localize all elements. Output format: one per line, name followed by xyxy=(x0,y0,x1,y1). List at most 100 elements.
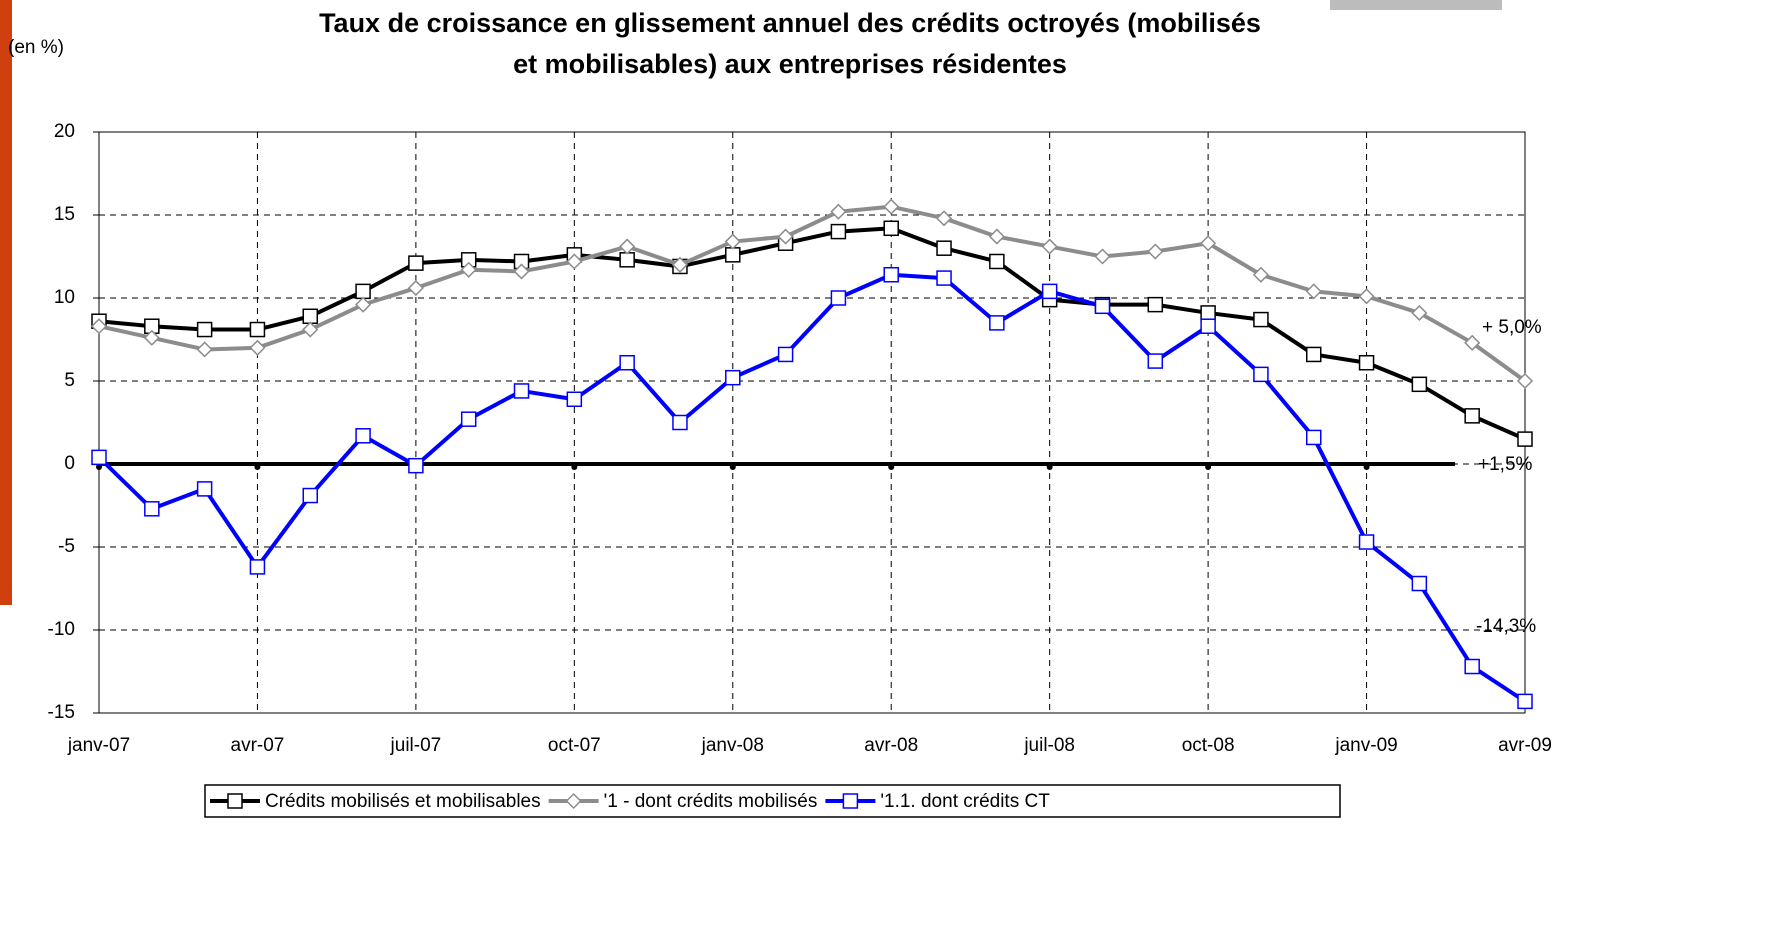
legend-label: Crédits mobilisés et mobilisables xyxy=(265,791,541,812)
marker xyxy=(1200,318,1216,334)
marker xyxy=(725,247,741,263)
marker xyxy=(1094,248,1111,265)
marker xyxy=(1094,298,1111,315)
marker xyxy=(1411,376,1428,393)
marker xyxy=(1464,658,1480,675)
x-tick-label: avr-09 xyxy=(1498,735,1552,756)
marker xyxy=(671,256,689,273)
series-line xyxy=(98,226,1526,441)
marker xyxy=(1305,283,1322,300)
marker xyxy=(989,315,1005,331)
marker xyxy=(1464,408,1480,424)
marker xyxy=(355,296,372,313)
x-tick-label: avr-08 xyxy=(864,735,918,756)
marker xyxy=(1147,353,1164,369)
marker xyxy=(196,321,213,338)
marker xyxy=(1358,534,1375,550)
axis-dot xyxy=(729,464,736,470)
marker xyxy=(1305,429,1322,446)
axis-dot xyxy=(1363,464,1370,470)
marker xyxy=(1516,372,1534,390)
y-tick-label: 15 xyxy=(54,204,75,225)
x-tick-label: juil-07 xyxy=(390,735,442,756)
x-tick-label: juil-08 xyxy=(1023,735,1075,756)
legend-marker xyxy=(842,793,859,809)
axis-dot xyxy=(254,464,261,470)
x-tick-label: janv-07 xyxy=(67,735,130,756)
marker xyxy=(196,481,213,497)
annotation: + 5,0% xyxy=(1482,317,1542,338)
marker xyxy=(1200,305,1216,321)
marker xyxy=(777,228,794,245)
x-tick-label: avr-07 xyxy=(231,735,285,756)
x-tick-label: oct-08 xyxy=(1182,735,1235,756)
marker xyxy=(91,449,107,466)
annotation: -14,3% xyxy=(1476,616,1536,637)
legend-marker xyxy=(565,792,582,810)
y-tick-label: 5 xyxy=(64,370,75,391)
marker xyxy=(249,321,266,338)
series-line xyxy=(97,272,1527,704)
marker xyxy=(302,308,319,325)
marker xyxy=(143,329,160,346)
marker xyxy=(936,270,952,286)
marker xyxy=(144,501,160,517)
chart-title: Taux de croissance en glissement annuel … xyxy=(319,8,1261,38)
legend-label: '1.1. dont crédits CT xyxy=(880,791,1050,812)
marker xyxy=(1305,346,1322,363)
marker xyxy=(883,198,900,215)
marker xyxy=(1041,238,1058,255)
marker xyxy=(1253,311,1269,328)
x-tick-label: janv-09 xyxy=(1334,735,1397,756)
marker xyxy=(830,223,847,240)
chart-title: et mobilisables) aux entreprises résiden… xyxy=(513,49,1067,79)
marker xyxy=(460,261,477,278)
x-tick-label: janv-08 xyxy=(701,735,764,756)
side-bar xyxy=(0,0,12,605)
marker xyxy=(1517,431,1533,447)
annotation: +1,5% xyxy=(1478,454,1533,475)
legend-label: '1 - dont crédits mobilisés xyxy=(604,791,818,812)
marker xyxy=(1464,334,1481,351)
marker xyxy=(1411,304,1428,322)
y-tick-label: -10 xyxy=(48,619,75,640)
legend-box xyxy=(204,784,1341,818)
series-line xyxy=(98,204,1527,383)
marker xyxy=(1252,266,1269,283)
marker xyxy=(408,457,424,474)
marker xyxy=(302,487,319,504)
marker xyxy=(1147,296,1164,313)
axis-dot xyxy=(1046,464,1053,470)
marker xyxy=(302,321,319,338)
marker xyxy=(1147,243,1164,260)
marker xyxy=(249,339,266,356)
marker xyxy=(355,283,371,300)
y-tick-label: 0 xyxy=(64,453,75,474)
axis-dot xyxy=(571,464,578,470)
marker xyxy=(619,252,635,268)
marker xyxy=(619,238,636,255)
marker xyxy=(1358,288,1375,305)
marker xyxy=(619,354,635,371)
marker xyxy=(725,369,741,386)
marker xyxy=(1517,693,1533,710)
marker xyxy=(407,279,424,297)
axis-dot xyxy=(1205,464,1212,470)
marker xyxy=(1200,235,1217,252)
marker xyxy=(249,559,266,575)
marker xyxy=(566,253,583,270)
y-unit-label: (en %) xyxy=(8,37,64,58)
plot-area xyxy=(98,131,1526,714)
marker xyxy=(408,255,424,271)
marker xyxy=(988,228,1005,245)
y-tick-label: -5 xyxy=(58,536,75,557)
marker xyxy=(513,383,530,399)
marker xyxy=(672,414,688,431)
marker xyxy=(355,428,371,444)
y-tick-label: 10 xyxy=(54,287,75,308)
marker xyxy=(935,210,953,227)
marker xyxy=(90,318,108,335)
marker xyxy=(989,253,1005,270)
y-tick-label: 20 xyxy=(54,121,75,142)
marker xyxy=(1411,575,1428,592)
